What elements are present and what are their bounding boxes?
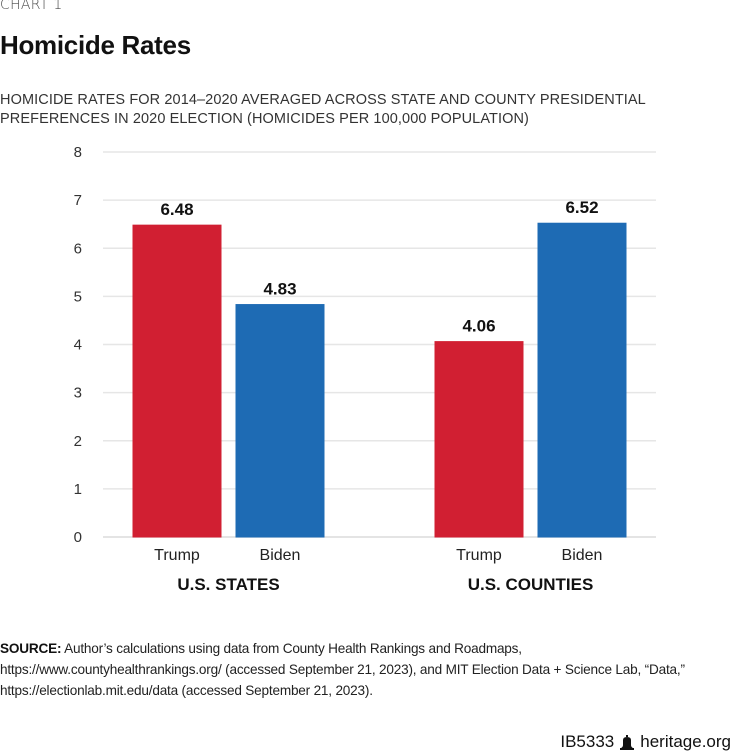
- x-category-label: Biden: [562, 547, 603, 564]
- bar-trump: [132, 224, 222, 538]
- source-label: SOURCE:: [0, 641, 62, 656]
- y-tick-label: 6: [74, 240, 82, 257]
- chart-subtitle: HOMICIDE RATES FOR 2014–2020 AVERAGED AC…: [0, 92, 646, 127]
- data-labels: 6.48 4.83 4.06 6.52: [160, 198, 598, 335]
- y-tick-label: 3: [74, 385, 82, 402]
- data-label: 4.06: [462, 317, 495, 336]
- source-note: SOURCE: Author’s calculations using data…: [0, 638, 730, 701]
- y-tick-label: 2: [74, 433, 82, 450]
- report-code: IB5333: [560, 732, 615, 751]
- data-label: 6.52: [565, 198, 598, 217]
- site-link[interactable]: heritage.org: [640, 732, 731, 751]
- bar-biden: [235, 304, 325, 538]
- y-tick-label: 5: [74, 288, 82, 305]
- group-label: U.S. STATES: [177, 575, 279, 594]
- x-category-label: Biden: [260, 547, 301, 564]
- x-category-label: Trump: [154, 547, 200, 564]
- y-tick-label: 1: [74, 481, 82, 498]
- data-label: 4.83: [263, 280, 296, 299]
- group-labels: U.S. STATES U.S. COUNTIES: [177, 575, 593, 594]
- x-axis-categories: Trump Biden Trump Biden: [154, 547, 602, 564]
- x-category-label: Trump: [456, 547, 502, 564]
- y-tick-label: 7: [74, 192, 82, 209]
- y-axis-ticks: 0 1 2 3 4 5 6 7 8: [74, 144, 82, 546]
- footer: IB5333 heritage.org: [560, 732, 731, 752]
- chart-title: Homicide Rates: [0, 30, 191, 60]
- y-tick-label: 8: [74, 144, 82, 161]
- bars: [132, 222, 627, 538]
- y-tick-label: 4: [74, 337, 82, 354]
- group-label: U.S. COUNTIES: [468, 575, 594, 594]
- data-label: 6.48: [160, 200, 193, 219]
- source-text: Author’s calculations using data from Co…: [0, 641, 685, 698]
- chart-number: CHART 1: [0, 0, 63, 13]
- liberty-bell-icon: [620, 734, 635, 750]
- bar-trump: [434, 341, 524, 538]
- y-tick-label: 0: [74, 529, 82, 546]
- bar-biden: [537, 222, 627, 538]
